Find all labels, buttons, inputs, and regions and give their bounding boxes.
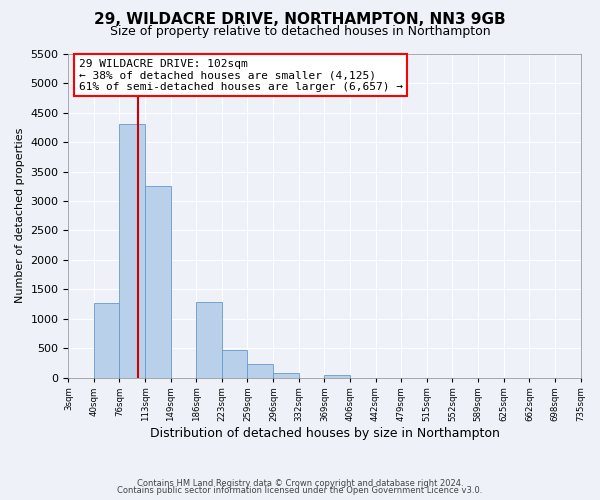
Text: Contains HM Land Registry data © Crown copyright and database right 2024.: Contains HM Land Registry data © Crown c…	[137, 478, 463, 488]
Bar	[325, 374, 350, 378]
Bar	[119, 124, 145, 378]
Text: 29 WILDACRE DRIVE: 102sqm
← 38% of detached houses are smaller (4,125)
61% of se: 29 WILDACRE DRIVE: 102sqm ← 38% of detac…	[79, 59, 403, 92]
Bar	[274, 373, 299, 378]
Bar	[94, 303, 119, 378]
Bar	[145, 186, 170, 378]
Bar	[196, 302, 223, 378]
Text: Contains public sector information licensed under the Open Government Licence v3: Contains public sector information licen…	[118, 486, 482, 495]
X-axis label: Distribution of detached houses by size in Northampton: Distribution of detached houses by size …	[149, 427, 499, 440]
Bar	[247, 364, 274, 378]
Text: 29, WILDACRE DRIVE, NORTHAMPTON, NN3 9GB: 29, WILDACRE DRIVE, NORTHAMPTON, NN3 9GB	[94, 12, 506, 28]
Bar	[223, 350, 247, 378]
Text: Size of property relative to detached houses in Northampton: Size of property relative to detached ho…	[110, 25, 490, 38]
Y-axis label: Number of detached properties: Number of detached properties	[15, 128, 25, 304]
